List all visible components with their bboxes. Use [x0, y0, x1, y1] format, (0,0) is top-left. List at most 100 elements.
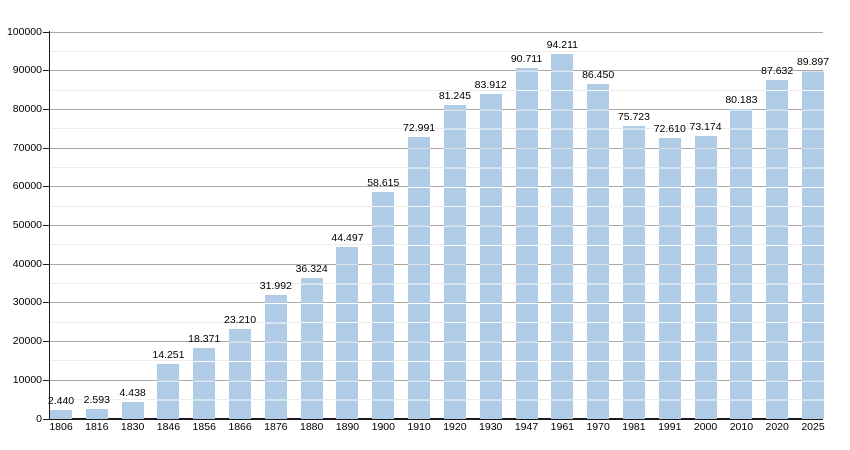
- bar-value-label: 73.174: [689, 120, 722, 133]
- gridline-minor: [50, 128, 823, 130]
- bar-value-label: 86.450: [582, 69, 615, 82]
- x-axis-label: 1947: [514, 421, 539, 433]
- gridline-major: [50, 302, 823, 304]
- bar-value-label: 44.497: [331, 231, 364, 244]
- gridline-minor: [50, 321, 823, 323]
- bar: [85, 408, 108, 419]
- y-axis-label: 100000: [6, 25, 42, 38]
- y-axis-label: 40000: [12, 257, 42, 270]
- bar: [622, 125, 645, 419]
- x-axis-label: 1866: [228, 421, 252, 433]
- x-axis-label: 1846: [156, 421, 181, 433]
- gridline-minor: [50, 205, 823, 207]
- bar-value-label: 81.245: [438, 89, 471, 102]
- bar-value-label: 31.992: [259, 280, 292, 293]
- y-axis-label: 0: [36, 412, 42, 425]
- gridline-minor: [50, 360, 823, 362]
- y-axis-label: 50000: [12, 219, 42, 231]
- x-axis-label: 1981: [622, 421, 646, 433]
- x-axis-label: 1920: [443, 421, 467, 433]
- bar: [658, 137, 681, 419]
- bar: [587, 84, 610, 419]
- bar-value-label: 4.438: [119, 386, 146, 399]
- bar: [300, 278, 323, 419]
- bar: [121, 401, 144, 419]
- y-axis-tick: [43, 341, 50, 343]
- y-axis-label: 10000: [12, 373, 42, 386]
- bar: [229, 329, 252, 419]
- bar: [157, 363, 180, 419]
- gridline-major: [50, 70, 823, 72]
- x-axis-label: 1856: [192, 421, 216, 433]
- x-axis-label: 2010: [729, 421, 754, 433]
- x-axis-label: 1930: [479, 421, 503, 433]
- y-axis-label: 80000: [12, 102, 42, 115]
- bar-value-label: 14.251: [152, 348, 185, 361]
- x-axis-label: 1830: [120, 421, 145, 433]
- x-axis-label: 1900: [371, 421, 395, 433]
- bar: [515, 67, 538, 419]
- x-axis-label: 2025: [801, 421, 825, 433]
- bar-value-label: 89.897: [796, 56, 830, 69]
- y-axis-label: 90000: [12, 64, 42, 77]
- bar-value-label: 83.912: [474, 79, 507, 92]
- y-axis-label: 70000: [12, 141, 42, 154]
- gridline-major: [50, 263, 823, 265]
- x-axis-label: 1806: [49, 421, 73, 433]
- y-axis-tick: [43, 186, 50, 188]
- bar-value-label: 75.723: [617, 110, 650, 123]
- gridline-major: [50, 108, 823, 110]
- gridline-major: [50, 379, 823, 381]
- x-axis-label: 1961: [550, 421, 575, 433]
- gridline-major: [50, 225, 823, 226]
- y-axis-tick: [43, 70, 50, 72]
- x-axis-label: 1880: [299, 421, 324, 433]
- x-axis-label: 2020: [765, 421, 789, 433]
- y-axis-tick: [43, 225, 50, 226]
- y-axis-tick: [43, 263, 50, 265]
- bar-value-label: 23.210: [223, 314, 257, 327]
- bar: [264, 295, 287, 419]
- y-axis-line: [49, 31, 50, 419]
- y-axis-label: 20000: [12, 335, 42, 348]
- bar-value-label: 58.615: [367, 177, 400, 190]
- gridline-minor: [50, 399, 823, 401]
- x-axis-label: 1816: [85, 421, 109, 433]
- x-axis-label: 1991: [658, 421, 682, 433]
- y-axis-tick: [43, 418, 50, 420]
- y-axis-tick: [43, 147, 50, 149]
- bar: [50, 409, 72, 419]
- gridline-minor: [50, 50, 823, 52]
- bar: [443, 104, 466, 419]
- bar-value-label: 94.211: [546, 39, 578, 52]
- gridline-major: [50, 341, 823, 343]
- bar: [551, 54, 574, 419]
- bar-value-label: 72.610: [653, 122, 686, 135]
- y-axis-tick: [43, 379, 50, 381]
- gridline-minor: [50, 283, 823, 285]
- gridline-major: [50, 186, 823, 188]
- bar: [766, 79, 789, 419]
- x-axis-label: 1890: [335, 421, 360, 433]
- bar: [694, 135, 717, 419]
- bar-value-label: 2.593: [83, 393, 110, 406]
- y-axis-label: 30000: [12, 296, 42, 309]
- y-axis-tick: [43, 108, 50, 110]
- y-axis-label: 60000: [12, 180, 42, 193]
- bar: [408, 136, 431, 419]
- y-axis-tick: [43, 31, 50, 33]
- bar-value-label: 18.371: [188, 332, 221, 345]
- bar: [479, 94, 502, 419]
- y-axis-tick: [43, 302, 50, 304]
- bar: [336, 246, 359, 419]
- x-axis-line: [49, 418, 823, 420]
- bar-value-label: 87.632: [761, 64, 794, 77]
- bar: [193, 347, 216, 419]
- bar: [372, 192, 395, 419]
- x-axis-label: 1970: [586, 421, 610, 433]
- x-axis-label: 1910: [407, 421, 431, 433]
- bar-value-label: 90.711: [510, 52, 543, 65]
- bar-value-label: 80.183: [725, 93, 758, 106]
- bar: [730, 108, 753, 419]
